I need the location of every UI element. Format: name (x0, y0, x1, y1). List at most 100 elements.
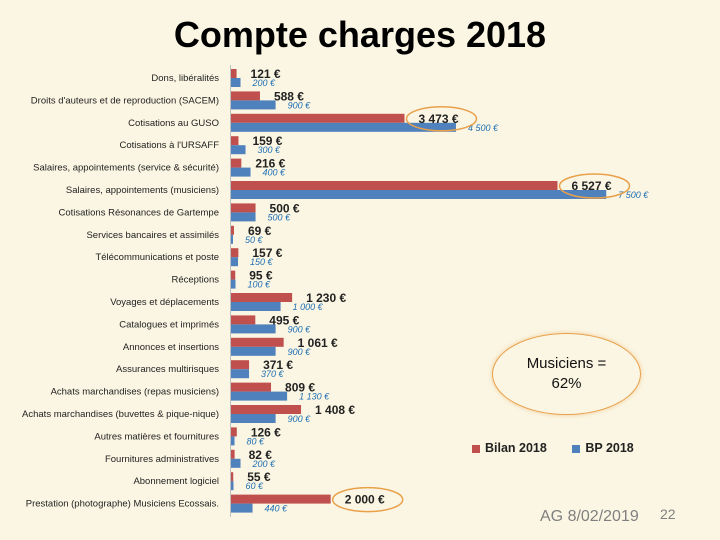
data-label-bp: 370 € (261, 369, 285, 379)
callout-line-2: 62% (551, 375, 582, 392)
bar-bilan-2018 (230, 293, 293, 302)
bar-bilan-2018 (230, 136, 239, 146)
legend-label-bilan: Bilan 2018 (485, 441, 547, 455)
bar-bp-2018 (230, 481, 234, 491)
data-label-bilan: 82 € (249, 448, 273, 462)
data-label-bp: 80 € (247, 436, 266, 446)
legend-swatch-bilan (472, 444, 480, 453)
highlight-ellipse (331, 486, 404, 513)
bar-bilan-2018 (230, 158, 242, 168)
bar-bp-2018 (230, 145, 246, 155)
bar-bilan-2018 (230, 449, 235, 459)
data-label-bp: 100 € (248, 280, 272, 290)
legend-item-bp: BP 2018 (572, 441, 634, 455)
category-label: Autres matières et fournitures (94, 431, 219, 442)
data-label-bilan: 1 061 € (298, 336, 338, 350)
legend-label-bp: BP 2018 (585, 441, 634, 455)
category-label: Assurances multirisques (116, 364, 219, 375)
data-label-bilan: 69 € (248, 224, 272, 238)
bar-bp-2018 (230, 503, 253, 513)
category-label: Abonnement logiciel (133, 476, 219, 487)
category-label: Cotisations au GUSO (128, 118, 219, 129)
bar-bilan-2018 (230, 337, 284, 347)
bar-bp-2018 (230, 257, 239, 267)
highlight-ellipse (558, 173, 631, 199)
bar-bilan-2018 (230, 494, 331, 504)
data-label-bp: 200 € (252, 459, 277, 469)
data-label-bp: 60 € (246, 481, 265, 491)
category-label: Cotisations Résonances de Gartempe (58, 207, 219, 218)
callout-line-1: Musiciens = (526, 355, 607, 372)
data-label-bilan: 371 € (263, 358, 293, 372)
page-number: 22 (660, 506, 676, 522)
category-label: Dons, libéralités (151, 73, 219, 84)
bar-bilan-2018 (230, 382, 272, 392)
data-label-bp: 7 500 € (618, 190, 649, 200)
category-label: Salaires, appointements (musiciens) (66, 185, 219, 196)
data-label-bp: 900 € (288, 414, 312, 424)
data-label-bilan: 157 € (252, 246, 282, 260)
category-label: Fournitures administratives (105, 454, 219, 465)
legend-swatch-bp (572, 444, 581, 453)
bar-bilan-2018 (230, 91, 260, 101)
data-label-bp: 900 € (288, 347, 312, 357)
bar-bp-2018 (230, 458, 241, 468)
category-label: Voyages et déplacements (110, 297, 219, 308)
bar-bp-2018 (230, 190, 607, 199)
bar-bp-2018 (230, 391, 288, 401)
footer-date: AG 8/02/2019 (540, 508, 639, 525)
category-label: Droits d'auteurs et de reproduction (SAC… (31, 95, 219, 106)
bar-bilan-2018 (230, 113, 405, 123)
bar-bp-2018 (230, 414, 276, 423)
data-label-bilan: 1 408 € (315, 403, 355, 417)
bar-bp-2018 (230, 369, 250, 379)
bar-bilan-2018 (230, 203, 256, 213)
data-label-bilan: 159 € (252, 134, 282, 148)
data-label-bilan: 3 473 € (418, 112, 458, 126)
data-label-bilan: 126 € (251, 425, 281, 439)
data-label-bilan: 500 € (270, 201, 300, 215)
musicians-share-callout: Musiciens = 62% (492, 333, 641, 415)
bar-bilan-2018 (230, 69, 237, 78)
bar-bilan-2018 (230, 181, 558, 190)
data-label-bilan: 809 € (285, 381, 315, 395)
data-label-bp: 300 € (258, 145, 282, 155)
category-label: Cotisations à l'URSAFF (120, 140, 220, 151)
category-label: Annonces et insertions (123, 342, 219, 353)
data-label-bilan: 55 € (247, 470, 271, 484)
bar-bp-2018 (230, 167, 251, 177)
data-label-bp: 150 € (250, 257, 274, 267)
category-label: Prestation (photographe) Musiciens Ecoss… (26, 499, 219, 510)
data-label-bp: 900 € (288, 324, 312, 334)
data-label-bp: 440 € (265, 504, 289, 514)
data-label-bilan: 6 527 € (572, 179, 612, 193)
data-label-bilan: 216 € (255, 157, 285, 171)
page-title: Compte charges 2018 (173, 14, 547, 55)
legend-item-bilan: Bilan 2018 (472, 441, 547, 455)
bar-bp-2018 (230, 234, 234, 244)
data-label-bp: 900 € (288, 100, 312, 110)
data-label-bp: 500 € (268, 212, 292, 222)
data-label-bilan: 588 € (274, 89, 304, 103)
data-label-bp: 50 € (245, 235, 264, 245)
bar-bilan-2018 (230, 225, 234, 235)
bar-bilan-2018 (230, 405, 302, 414)
data-label-bilan: 121 € (251, 67, 281, 81)
data-label-bp: 4 500 € (468, 123, 499, 133)
data-label-bp: 1 130 € (299, 392, 330, 402)
category-label: Catalogues et imprimés (119, 319, 219, 330)
category-label: Achats marchandises (buvettes & pique-ni… (22, 409, 219, 420)
category-label: Services bancaires et assimilés (86, 230, 219, 241)
category-label: Réceptions (171, 275, 219, 286)
data-label-bilan: 1 230 € (306, 291, 346, 305)
bar-bp-2018 (230, 122, 456, 132)
data-label-bp: 200 € (252, 78, 277, 88)
category-label: Achats marchandises (repas musiciens) (51, 387, 219, 398)
bar-bp-2018 (230, 78, 241, 87)
highlight-ellipse (405, 106, 478, 132)
bar-bilan-2018 (230, 248, 239, 258)
data-label-bilan: 495 € (269, 313, 299, 327)
data-label-bilan: 2 000 € (345, 493, 385, 507)
bar-bp-2018 (230, 436, 235, 446)
